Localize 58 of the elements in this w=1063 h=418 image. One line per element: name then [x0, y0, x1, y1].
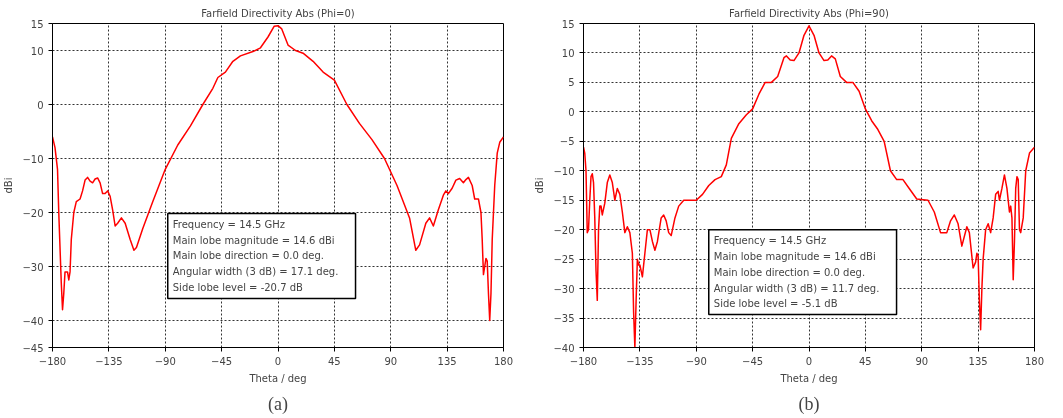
x-tick-label: −90 [154, 355, 176, 367]
y-tick-label: −10 [553, 165, 575, 177]
chart-title: Farfield Directivity Abs (Phi=0) [201, 7, 355, 19]
line-series [52, 24, 504, 322]
chart-title: Farfield Directivity Abs (Phi=90) [729, 7, 890, 19]
annotation: Side lobe level = -5.1 dB [713, 298, 838, 310]
x-axis-title: Theta / deg [248, 372, 307, 384]
y-tick-label: −15 [553, 195, 575, 207]
x-tick-label: 180 [1024, 355, 1045, 367]
x-tick-label: 0 [274, 355, 282, 367]
x-tick-label: −45 [211, 355, 233, 367]
x-tick-label: 90 [384, 355, 398, 367]
y-tick-label: 10 [30, 45, 44, 57]
x-tick-label: 45 [859, 355, 872, 367]
y-tick-label: 0 [37, 99, 44, 111]
y-tick-label: −20 [22, 207, 44, 219]
annotation: Angular width (3 dB) = 17.1 deg. [172, 266, 339, 278]
y-tick-label: 15 [30, 18, 44, 30]
y-tick-label: 0 [568, 106, 575, 118]
y-tick-label: −25 [553, 254, 575, 266]
annotation: Main lobe direction = 0.0 deg. [172, 250, 325, 262]
annotation: Main lobe magnitude = 14.6 dBi [172, 234, 335, 246]
annotation: Frequency = 14.5 GHz [713, 234, 827, 246]
line-series [583, 25, 1035, 348]
y-tick-label: −35 [553, 313, 575, 325]
x-tick-label: −135 [626, 355, 654, 367]
y-tick-label: −20 [553, 224, 575, 236]
x-tick-label: −180 [569, 355, 598, 367]
annotation: Angular width (3 dB) = 11.7 deg. [713, 282, 880, 294]
x-tick-label: 180 [493, 355, 514, 367]
x-tick-label: 45 [328, 355, 341, 367]
y-tick-label: −45 [22, 342, 44, 354]
x-tick-label: −180 [38, 355, 67, 367]
y-tick-label: −5 [559, 136, 575, 148]
y-tick-label: 10 [561, 47, 575, 59]
y-tick-label: −40 [22, 315, 44, 327]
y-tick-label: 15 [561, 18, 575, 30]
x-tick-label: −45 [742, 355, 764, 367]
x-axis-title: Theta / deg [779, 372, 838, 384]
y-tick-label: −40 [553, 342, 575, 354]
annotation: Main lobe magnitude = 14.6 dBi [713, 250, 876, 262]
y-axis-title: dBi [3, 177, 15, 194]
x-tick-label: 90 [915, 355, 929, 367]
x-tick-label: 0 [805, 355, 813, 367]
y-axis-title: dBi [534, 177, 546, 194]
x-tick-label: 135 [437, 355, 457, 367]
y-tick-label: −10 [22, 153, 44, 165]
x-tick-label: −135 [95, 355, 123, 367]
x-tick-label: −90 [685, 355, 707, 367]
annotation: Main lobe direction = 0.0 deg. [713, 266, 866, 278]
y-tick-label: −30 [553, 283, 575, 295]
y-tick-label: 5 [568, 77, 575, 89]
annotation: Side lobe level = -20.7 dB [172, 282, 304, 294]
annotation: Frequency = 14.5 GHz [172, 218, 286, 230]
y-tick-label: −30 [22, 261, 44, 273]
text: (b) [798, 393, 820, 415]
text: (a) [268, 393, 288, 415]
x-tick-label: 135 [968, 355, 988, 367]
